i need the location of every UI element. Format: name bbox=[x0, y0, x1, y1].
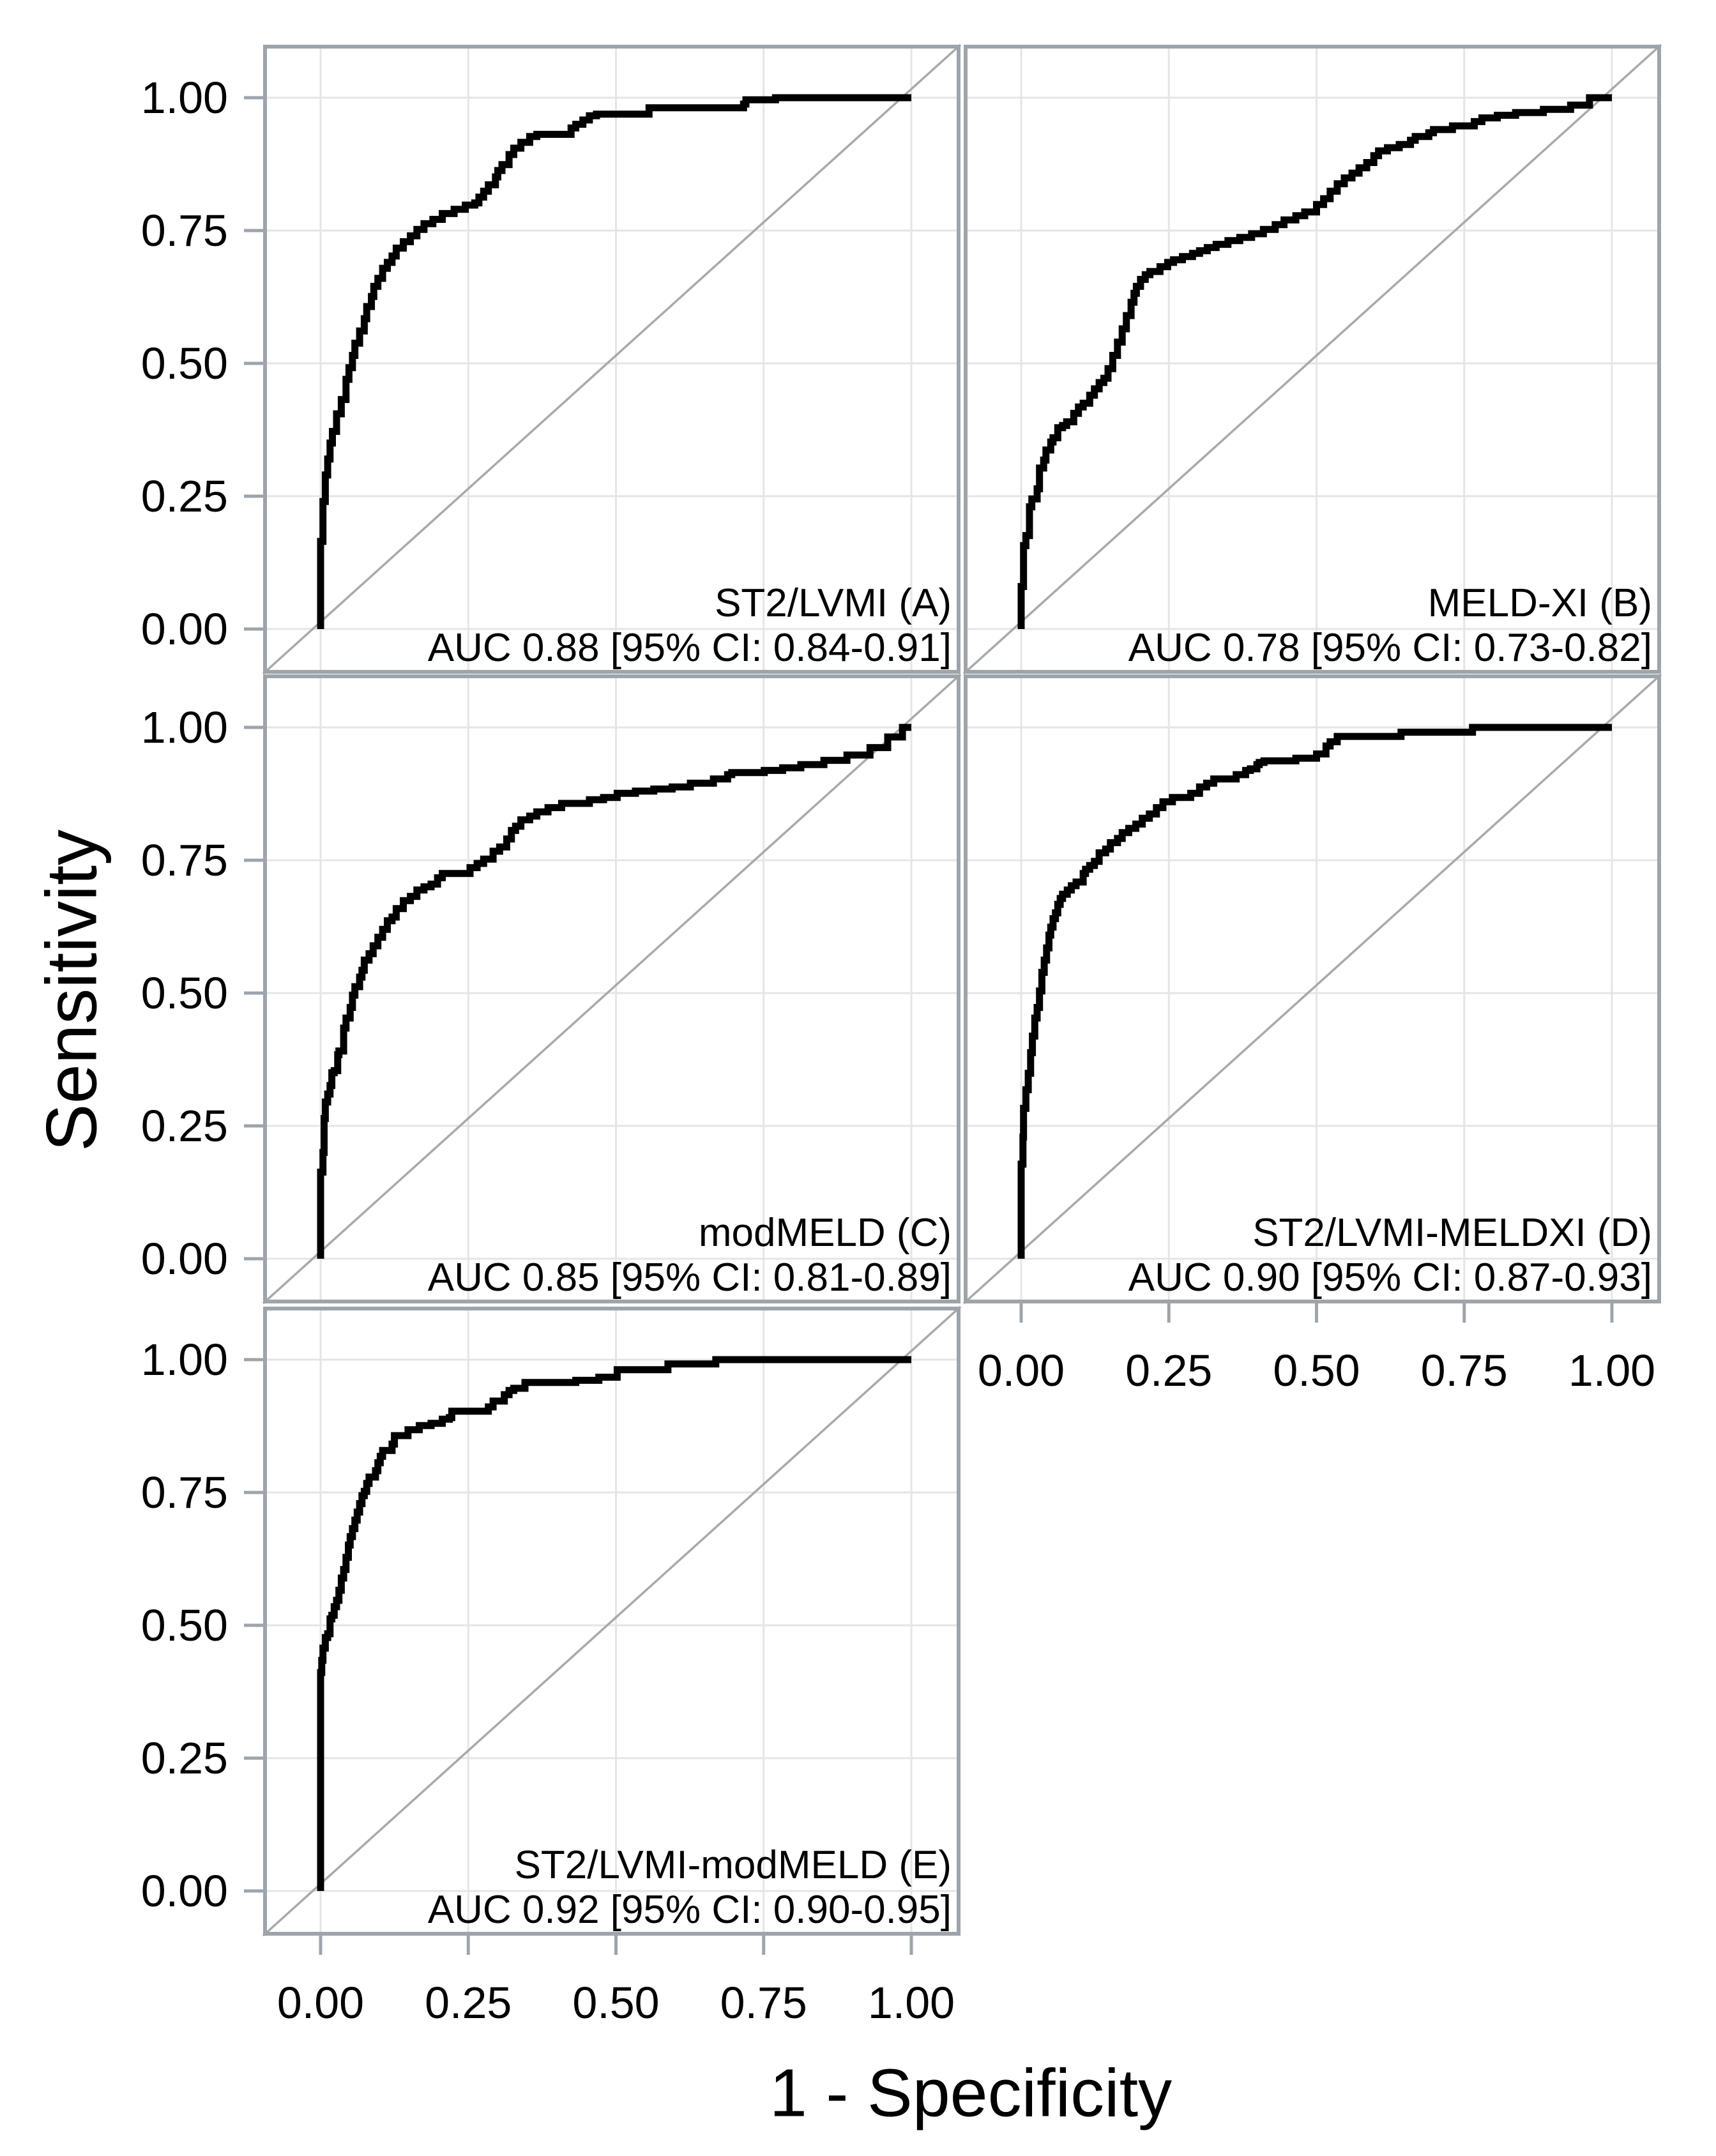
diagonal-reference-line bbox=[962, 43, 1662, 675]
panel-border bbox=[964, 674, 1661, 1303]
axis-tick-marks bbox=[1019, 1303, 1614, 1323]
y-tick-label: 1.00 bbox=[140, 702, 228, 752]
roc-curve-B bbox=[1017, 94, 1612, 629]
x-tick-label: 1.00 bbox=[1568, 1346, 1656, 1395]
x-tick-label: 0.25 bbox=[1125, 1346, 1213, 1395]
auc-label: AUC 0.90 [95% CI: 0.87-0.93] bbox=[1128, 1256, 1652, 1300]
panel-annotation-D: ST2/LVMI-MELDXI (D) AUC 0.90 [95% CI: 0.8… bbox=[1128, 1211, 1652, 1301]
roc-panel-E: ST2/LVMI-modMELD (E) AUC 0.92 [95% CI: 0.… bbox=[141, 1305, 962, 2028]
roc-panel-D: ST2/LVMI-MELDXI (D) AUC 0.90 [95% CI: 0.8… bbox=[962, 673, 1662, 1395]
y-tick-label: 0.00 bbox=[140, 604, 228, 654]
roc-panel-C: modMELD (C) AUC 0.85 [95% CI: 0.81-0.89] 1… bbox=[141, 673, 962, 1305]
gridlines bbox=[964, 674, 1661, 1303]
model-label: MELD-XI (B) bbox=[1427, 581, 1652, 625]
panel-border bbox=[964, 45, 1661, 674]
roc-curve-C bbox=[317, 724, 911, 1259]
axis-tick-marks bbox=[244, 725, 263, 1261]
y-tick-label: 0.25 bbox=[140, 1733, 228, 1783]
panel-annotation-B: MELD-XI (B) AUC 0.78 [95% CI: 0.73-0.82] bbox=[1128, 581, 1652, 671]
y-tick-label: 1.00 bbox=[140, 1335, 228, 1385]
roc-plot-area-A bbox=[244, 43, 962, 675]
model-label: ST2/LVMI (A) bbox=[715, 581, 952, 625]
roc-curve-D bbox=[1017, 724, 1612, 1259]
diagonal-reference-line bbox=[262, 1305, 962, 1937]
roc-panel-B: MELD-XI (B) AUC 0.78 [95% CI: 0.73-0.82] bbox=[962, 43, 1662, 675]
y-tick-label: 0.25 bbox=[140, 471, 228, 521]
y-tick-label: 0.75 bbox=[140, 206, 228, 255]
y-tick-label: 0.75 bbox=[140, 835, 228, 885]
axis-tick-marks bbox=[244, 96, 263, 631]
x-tick-label: 0.00 bbox=[977, 1346, 1065, 1395]
auc-label: AUC 0.88 [95% CI: 0.84-0.91] bbox=[427, 626, 952, 671]
roc-curve-A bbox=[317, 94, 911, 629]
gridlines bbox=[964, 45, 1661, 674]
panel-border bbox=[263, 674, 961, 1303]
x-tick-label: 0.00 bbox=[277, 1978, 365, 2028]
diagonal-reference-line bbox=[262, 43, 962, 675]
x-tick-label: 0.50 bbox=[572, 1978, 660, 2028]
diagonal-reference-line bbox=[262, 673, 962, 1305]
y-tick-label: 0.50 bbox=[140, 968, 228, 1018]
y-tick-label: 1.00 bbox=[140, 73, 228, 123]
auc-label: AUC 0.92 [95% CI: 0.90-0.95] bbox=[427, 1888, 952, 1932]
diagonal-reference-line bbox=[962, 673, 1662, 1305]
panel-annotation-E: ST2/LVMI-modMELD (E) AUC 0.92 [95% CI: 0.… bbox=[428, 1843, 952, 1933]
panel-border bbox=[263, 45, 961, 674]
x-tick-label: 0.75 bbox=[1420, 1346, 1508, 1395]
x-tick-label: 0.50 bbox=[1273, 1346, 1360, 1395]
model-label: modMELD (C) bbox=[698, 1210, 952, 1255]
roc-plot-area-E bbox=[244, 1305, 962, 1955]
x-tick-label: 0.25 bbox=[425, 1978, 512, 2028]
roc-curve-E bbox=[317, 1356, 911, 1891]
x-tick-label: 1.00 bbox=[867, 1978, 955, 2028]
y-tick-label: 0.75 bbox=[140, 1468, 228, 1517]
roc-plot-area-D bbox=[962, 673, 1662, 1323]
y-tick-label: 0.25 bbox=[140, 1101, 228, 1151]
auc-label: AUC 0.78 [95% CI: 0.73-0.82] bbox=[1128, 626, 1652, 671]
y-tick-label: 0.50 bbox=[140, 338, 228, 388]
model-label: ST2/LVMI-MELDXI (D) bbox=[1252, 1210, 1652, 1255]
auc-label: AUC 0.85 [95% CI: 0.81-0.89] bbox=[427, 1256, 952, 1300]
axis-tick-marks bbox=[244, 1358, 913, 1955]
roc-plot-area-B bbox=[962, 43, 1662, 675]
panel-border bbox=[263, 1307, 961, 1936]
y-tick-label: 0.50 bbox=[140, 1600, 228, 1650]
panel-annotation-A: ST2/LVMI (A) AUC 0.88 [95% CI: 0.84-0.91] bbox=[428, 581, 952, 671]
roc-plot-area-C bbox=[244, 673, 962, 1305]
y-tick-label: 0.00 bbox=[140, 1234, 228, 1284]
model-label: ST2/LVMI-modMELD (E) bbox=[514, 1842, 952, 1887]
y-tick-label: 0.00 bbox=[140, 1866, 228, 1916]
roc-panel-A: ST2/LVMI (A) AUC 0.88 [95% CI: 0.84-0.91]… bbox=[141, 43, 962, 675]
x-tick-label: 0.75 bbox=[720, 1978, 807, 2028]
x-axis-title: 1 - Specificity bbox=[769, 2055, 1173, 2131]
panel-annotation-C: modMELD (C) AUC 0.85 [95% CI: 0.81-0.89] bbox=[428, 1211, 952, 1301]
